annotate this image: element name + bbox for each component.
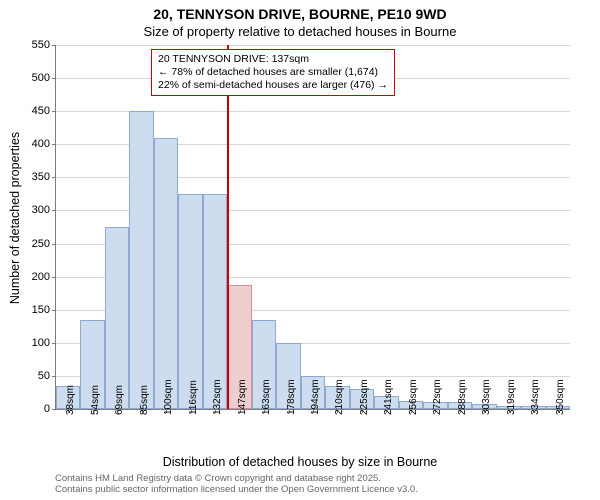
y-tick-label: 500 xyxy=(32,72,56,84)
chart-container: 20, TENNYSON DRIVE, BOURNE, PE10 9WD Siz… xyxy=(0,0,600,500)
histogram-bar xyxy=(203,194,227,409)
x-tick-label: 334sqm xyxy=(530,379,541,415)
x-tick-label: 350sqm xyxy=(555,379,566,415)
y-tick-label: 150 xyxy=(32,304,56,316)
y-tick-label: 450 xyxy=(32,105,56,117)
annotation-line: 22% of semi-detached houses are larger (… xyxy=(158,79,388,92)
x-axis-label: Distribution of detached houses by size … xyxy=(0,455,600,469)
x-tick-label: 163sqm xyxy=(261,379,272,415)
y-tick-label: 100 xyxy=(32,337,56,349)
x-tick-label: 147sqm xyxy=(237,379,248,415)
x-tick-label: 132sqm xyxy=(212,379,223,415)
annotation-box: 20 TENNYSON DRIVE: 137sqm← 78% of detach… xyxy=(151,49,395,96)
y-tick-label: 550 xyxy=(32,39,56,51)
x-tick-label: 194sqm xyxy=(310,379,321,415)
histogram-bar xyxy=(178,194,202,409)
x-tick-label: 178sqm xyxy=(286,379,297,415)
x-tick-label: 288sqm xyxy=(457,379,468,415)
chart-title: 20, TENNYSON DRIVE, BOURNE, PE10 9WD xyxy=(0,6,600,23)
y-tick-label: 400 xyxy=(32,138,56,150)
gridline xyxy=(56,45,570,46)
histogram-bar xyxy=(129,111,153,409)
x-tick-label: 241sqm xyxy=(383,379,394,415)
histogram-bar xyxy=(105,227,129,409)
x-tick-label: 256sqm xyxy=(408,379,419,415)
y-tick-label: 200 xyxy=(32,271,56,283)
annotation-line: ← 78% of detached houses are smaller (1,… xyxy=(158,66,388,79)
histogram-bar xyxy=(154,138,178,409)
y-tick-label: 300 xyxy=(32,204,56,216)
x-tick-label: 38sqm xyxy=(65,385,76,415)
x-tick-label: 69sqm xyxy=(114,385,125,415)
reference-line xyxy=(227,45,229,409)
x-tick-label: 225sqm xyxy=(359,379,370,415)
x-tick-label: 116sqm xyxy=(188,380,199,415)
x-tick-label: 272sqm xyxy=(432,379,443,415)
x-tick-label: 85sqm xyxy=(139,385,150,415)
footer-attribution: Contains HM Land Registry data © Crown c… xyxy=(55,474,418,496)
y-tick-label: 350 xyxy=(32,171,56,183)
annotation-line: 20 TENNYSON DRIVE: 137sqm xyxy=(158,53,388,66)
y-axis-label: Number of detached properties xyxy=(8,46,22,218)
y-tick-label: 250 xyxy=(32,238,56,250)
plot-area: 05010015020025030035040045050055038sqm54… xyxy=(55,45,570,410)
y-tick-label: 50 xyxy=(38,370,56,382)
y-tick-label: 0 xyxy=(44,403,56,415)
x-tick-label: 54sqm xyxy=(90,385,101,415)
x-tick-label: 319sqm xyxy=(506,379,517,415)
x-tick-label: 210sqm xyxy=(334,379,345,415)
x-tick-label: 303sqm xyxy=(481,379,492,415)
footer-line-2: Contains public sector information licen… xyxy=(55,485,418,496)
x-tick-label: 100sqm xyxy=(163,379,174,415)
chart-subtitle: Size of property relative to detached ho… xyxy=(0,24,600,39)
